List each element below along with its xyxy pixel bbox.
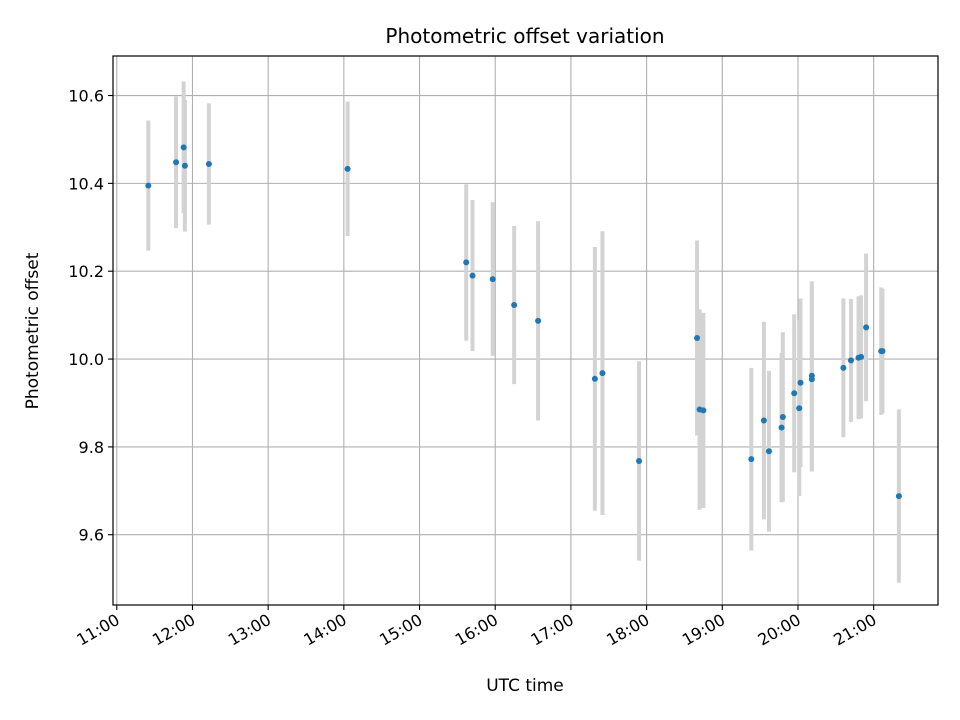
data-point [173, 159, 180, 166]
data-point [535, 317, 542, 324]
data-point [797, 379, 804, 386]
data-point [748, 456, 755, 463]
data-point [591, 375, 598, 382]
data-point [599, 370, 606, 377]
data-point [700, 407, 707, 414]
data-point [779, 414, 786, 421]
y-tick-label: 10.4 [68, 174, 104, 193]
data-point [895, 493, 902, 500]
data-point [694, 334, 701, 341]
data-point [469, 272, 476, 279]
plot-frame [112, 55, 939, 606]
data-point [205, 161, 212, 168]
y-axis-ticks: 9.6 9.8 10.0 10.2 10.4 10.6 [68, 87, 113, 545]
y-tick-label: 10.2 [68, 262, 104, 281]
y-tick-label: 10.6 [68, 87, 104, 106]
data-point [636, 457, 643, 464]
y-tick-label: 9.8 [79, 438, 104, 457]
data-point [180, 144, 187, 151]
data-point [463, 259, 470, 266]
x-axis-label: UTC time [486, 676, 564, 696]
y-axis-label: Photometric offset [23, 252, 43, 409]
data-point [778, 424, 785, 431]
data-point [344, 165, 351, 172]
data-point [181, 162, 188, 169]
chart-title: Photometric offset variation [385, 24, 664, 48]
data-points [145, 144, 902, 500]
data-point [863, 324, 870, 331]
data-point [760, 417, 767, 424]
data-point [145, 182, 152, 189]
data-point [791, 390, 798, 397]
data-point [489, 276, 496, 283]
data-point [879, 348, 886, 355]
y-tick-label: 10.0 [68, 350, 104, 369]
plot-area [113, 56, 938, 605]
data-point [796, 405, 803, 412]
y-tick-label: 9.6 [79, 526, 104, 545]
data-point [808, 376, 815, 383]
data-point [858, 353, 865, 360]
data-point [840, 364, 847, 371]
data-point [847, 357, 854, 364]
data-point [511, 302, 518, 309]
data-point [765, 448, 772, 455]
